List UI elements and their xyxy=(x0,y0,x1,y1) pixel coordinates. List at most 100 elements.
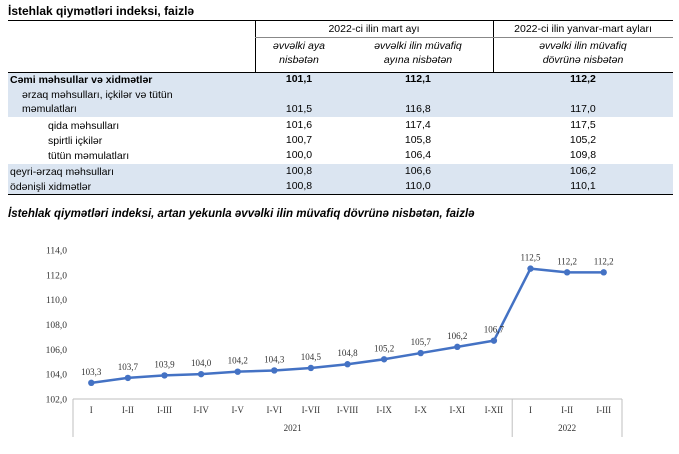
row-food-group-v1: 101,5 xyxy=(285,103,313,115)
data-label: 105,7 xyxy=(411,337,432,347)
y-tick-label: 106,0 xyxy=(46,346,68,356)
data-label: 112,2 xyxy=(557,256,577,266)
data-point xyxy=(88,379,95,387)
header-group-march: 2022-ci ilin mart ayı xyxy=(328,23,420,35)
data-point xyxy=(563,269,571,276)
row-alcohol-v3: 105,2 xyxy=(569,134,597,146)
y-tick-label: 110,0 xyxy=(46,296,67,306)
table-title: İstehlak qiymətləri indeksi, faizlə xyxy=(8,4,195,18)
row-tobacco-v3: 109,8 xyxy=(569,149,597,161)
row-total-label: Cəmi məhsullar və xidmətlər xyxy=(10,74,153,86)
x-tick-label: I-IX xyxy=(376,405,392,415)
data-point xyxy=(234,368,241,375)
x-tick-label: I-XII xyxy=(485,405,504,415)
row-food-products-v1: 101,6 xyxy=(285,119,313,131)
row-total-v3: 112,2 xyxy=(570,73,596,85)
header-group-jan-march: 2022-ci ilin yanvar-mart ayları xyxy=(514,23,652,35)
row-food-group-label-line-2: məmulatları xyxy=(22,103,77,115)
data-label: 106,2 xyxy=(447,331,467,341)
x-tick-label: I xyxy=(529,405,532,415)
subheader-prev-year-period: əvvəlki ilin müvafiq dövrünə nisbətən xyxy=(493,39,673,67)
subheader-prev-year-month-line-1: əvvəlki ilin müvafiq xyxy=(374,40,462,52)
data-label: 104,2 xyxy=(228,356,248,366)
data-point xyxy=(307,364,315,372)
row-services-background xyxy=(8,179,673,194)
row-total-v2: 112,1 xyxy=(405,73,431,85)
data-point xyxy=(271,367,278,374)
x-tick-label: I-II xyxy=(122,405,134,415)
x-tick-label: I-VI xyxy=(267,405,283,415)
row-nonfood-background xyxy=(8,164,673,179)
subheader-prev-year-period-line-1: əvvəlki ilin müvafiq xyxy=(539,40,627,52)
year-group-label: 2022 xyxy=(558,423,576,433)
y-tick-label: 108,0 xyxy=(46,321,68,331)
subheader-prev-month-line-2: nisbətən xyxy=(279,54,319,66)
row-food-group-label: ərzaq məhsulları, içkilər və tütün məmul… xyxy=(22,88,173,116)
row-total-background xyxy=(8,72,673,87)
row-alcohol-v1: 100,7 xyxy=(285,134,313,146)
y-tick-label: 104,0 xyxy=(46,371,68,381)
data-point xyxy=(600,269,607,276)
data-point xyxy=(380,356,388,363)
subheader-prev-month-line-1: əvvəlki aya xyxy=(273,40,325,52)
row-food-group-v2: 116,8 xyxy=(405,103,431,115)
row-services-label: ödənişli xidmətlər xyxy=(10,181,92,193)
table-top-border xyxy=(8,20,673,21)
row-food-products-v2: 117,4 xyxy=(405,119,431,131)
x-tick-label: I-VIII xyxy=(337,405,359,415)
row-tobacco-v1: 100,0 xyxy=(285,149,313,161)
header-mid-border xyxy=(255,37,673,38)
row-alcohol-label: spirtli içkilər xyxy=(48,135,103,147)
row-alcohol-v2: 105,8 xyxy=(404,134,432,146)
row-services-v1: 100,8 xyxy=(285,180,313,192)
data-label: 105,2 xyxy=(374,343,394,353)
data-label: 103,7 xyxy=(118,362,139,372)
data-point xyxy=(454,343,461,351)
row-nonfood-label: qeyri-ərzaq məhsulları xyxy=(10,166,114,178)
y-tick-label: 114,0 xyxy=(46,247,67,257)
subheader-prev-year-period-line-2: dövrünə nisbətən xyxy=(542,54,624,66)
row-tobacco-v2: 106,4 xyxy=(404,149,432,161)
data-label: 103,3 xyxy=(81,367,102,377)
chart-title: İstehlak qiymətləri indeksi, artan yekun… xyxy=(8,208,475,220)
x-tick-label: I-II xyxy=(561,405,573,415)
row-food-products-v3: 117,5 xyxy=(570,119,596,131)
x-tick-label: I-XI xyxy=(450,405,466,415)
table-bottom-border xyxy=(8,194,673,195)
y-tick-label: 112,0 xyxy=(46,271,67,281)
data-point xyxy=(527,265,534,272)
row-services-v3: 110,1 xyxy=(570,180,596,192)
row-tobacco-label: tütün məmulatları xyxy=(48,150,130,162)
x-tick-label: I-IV xyxy=(193,405,209,415)
data-label: 106,7 xyxy=(484,325,505,335)
x-tick-label: I-III xyxy=(157,405,172,415)
data-point xyxy=(161,372,168,379)
data-label: 104,0 xyxy=(191,358,212,368)
subheader-prev-year-month-line-2: ayına nisbətən xyxy=(383,54,453,66)
row-total-v1: 101,1 xyxy=(285,73,313,85)
x-tick-label: I-X xyxy=(414,405,427,415)
data-label: 103,9 xyxy=(154,359,175,369)
row-food-group-background xyxy=(8,87,673,117)
row-food-group-v3: 117,0 xyxy=(570,103,596,115)
header-separator-1 xyxy=(255,20,256,74)
data-point xyxy=(124,374,132,382)
x-tick-label: I-VII xyxy=(302,405,321,415)
data-label: 104,8 xyxy=(337,348,358,358)
x-tick-label: I xyxy=(90,405,93,415)
data-point xyxy=(197,370,205,378)
x-tick-label: I-III xyxy=(596,405,611,415)
row-nonfood-v2: 106,6 xyxy=(404,165,432,177)
row-nonfood-v3: 106,2 xyxy=(569,165,597,177)
data-label: 112,2 xyxy=(594,256,614,266)
data-label: 104,5 xyxy=(301,352,322,362)
row-food-products-label: qida məhsulları xyxy=(48,120,120,132)
row-food-group-label-line-1: ərzaq məhsulları, içkilər və tütün xyxy=(22,89,173,101)
data-label: 104,3 xyxy=(264,354,285,364)
subheader-prev-month: əvvəlki aya nisbətən xyxy=(255,39,343,67)
year-group-label: 2021 xyxy=(284,423,302,433)
subheader-prev-year-month: əvvəlki ilin müvafiq ayına nisbətən xyxy=(343,39,493,67)
data-point xyxy=(417,349,424,357)
header-bottom-border xyxy=(8,72,673,73)
